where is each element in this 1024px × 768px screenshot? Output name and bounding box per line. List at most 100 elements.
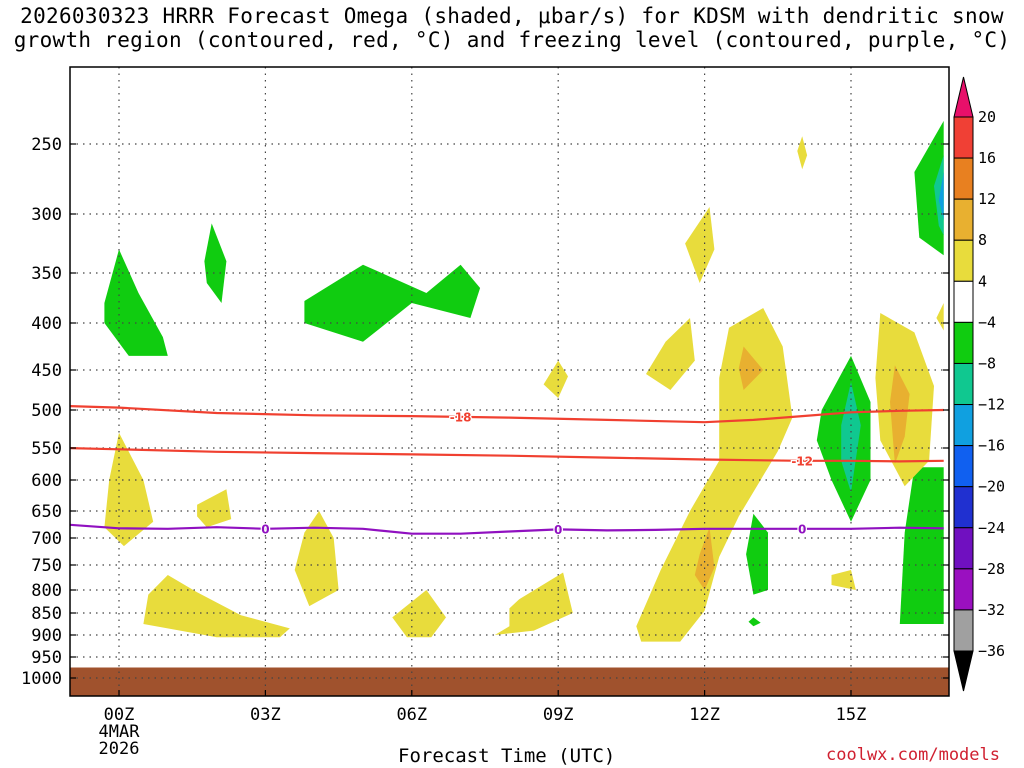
omega-region [143, 575, 290, 638]
dgz-bottom-label: -12 [791, 454, 813, 468]
y-tick-label: 300 [31, 205, 62, 225]
terrain-layer [70, 667, 949, 696]
freezing-level-label: 0 [261, 522, 269, 536]
contour-lines: -18 -12 0 0 0 [70, 405, 944, 538]
colorbar-label: −16 [978, 437, 1005, 455]
colorbar-swatch [953, 239, 974, 282]
grid-lines [70, 67, 949, 696]
x-tick-label: 12Z [689, 705, 720, 725]
terrain-fill [70, 667, 949, 696]
freezing-level-label: 0 [798, 522, 806, 536]
y-tick-label: 550 [31, 439, 62, 459]
omega-region [646, 318, 695, 390]
colorbar-swatch [953, 116, 974, 159]
omega-region [392, 590, 446, 638]
omega-region [104, 249, 168, 356]
omega-region [748, 617, 761, 627]
colorbar-label: 4 [978, 272, 987, 290]
omega-region [197, 489, 232, 528]
omega-region [304, 264, 481, 342]
x-tick-sublabel: 4MAR [99, 722, 141, 742]
omega-region [694, 527, 715, 590]
omega-region [938, 172, 944, 220]
y-tick-label: 1000 [21, 669, 62, 689]
omega-region [494, 572, 573, 635]
omega-region [934, 155, 944, 236]
freezing-level-label: 0 [554, 523, 562, 537]
dgz-top-label: -18 [450, 410, 472, 424]
y-tick-label: 850 [31, 604, 62, 624]
x-tick-label: 00Z [104, 705, 135, 725]
y-tick-label: 250 [31, 135, 62, 155]
x-tick-sublabel: 2026 [99, 739, 140, 759]
y-tick-label: 400 [31, 314, 62, 334]
y-tick-label: 800 [31, 581, 62, 601]
x-axis-title: Forecast Time (UTC) [398, 745, 616, 767]
omega-region [899, 467, 944, 624]
colorbar: 20 16 12 8 4 −4 −8 −12 −16 −20 −24 −28 −32 −36 [953, 76, 1005, 692]
colorbar-label: 20 [978, 108, 996, 126]
y-tick-label: 350 [31, 264, 62, 284]
y-tick-label: 950 [31, 648, 62, 668]
colorbar-swatch [953, 609, 974, 652]
omega-region [738, 346, 764, 390]
colorbar-label: −28 [978, 560, 1005, 578]
omega-region [543, 360, 568, 398]
freezing-level-line [70, 523, 944, 535]
omega-region [204, 223, 227, 303]
colorbar-label: −4 [978, 313, 996, 331]
credit-link[interactable]: coolwx.com/models [826, 745, 1000, 765]
colorbar-label: −12 [978, 396, 1005, 414]
colorbar-label: −20 [978, 478, 1005, 496]
omega-region [831, 570, 856, 590]
x-tick-label: 03Z [250, 705, 281, 725]
omega-region [746, 513, 768, 595]
dgz-top-line [70, 405, 944, 424]
omega-region [797, 136, 808, 170]
axes: 2503003504004505005506006507007508008509… [21, 66, 950, 759]
colorbar-swatch [953, 198, 974, 241]
colorbar-label: −24 [978, 519, 1005, 537]
y-tick-label: 750 [31, 556, 62, 576]
omega-region [636, 308, 793, 642]
colorbar-label: 16 [978, 149, 996, 167]
colorbar-arrow-bottom [953, 650, 974, 692]
colorbar-arrow-top [953, 76, 974, 118]
omega-region [841, 382, 861, 493]
colorbar-label: 8 [978, 231, 987, 249]
colorbar-label: −36 [978, 642, 1005, 660]
y-tick-label: 600 [31, 471, 62, 491]
omega-region [890, 365, 910, 464]
colorbar-swatch [953, 568, 974, 611]
colorbar-swatch [953, 527, 974, 570]
chart-title-line1: 2026030323 HRRR Forecast Omega (shaded, … [20, 4, 1004, 28]
colorbar-label: −32 [978, 601, 1005, 619]
omega-region [685, 207, 715, 283]
plot-frame [69, 66, 950, 697]
y-tick-label: 700 [31, 529, 62, 549]
omega-shading [104, 120, 944, 642]
y-tick-label: 500 [31, 401, 62, 421]
y-tick-label: 650 [31, 502, 62, 522]
x-tick-label: 09Z [543, 705, 574, 725]
colorbar-swatch [953, 404, 974, 447]
dgz-bottom-line [70, 447, 944, 463]
y-tick-label: 900 [31, 626, 62, 646]
x-tick-label: 06Z [396, 705, 427, 725]
chart-title-line2: growth region (contoured, red, °C) and f… [13, 28, 1011, 52]
colorbar-swatch [953, 280, 974, 323]
colorbar-swatch [953, 362, 974, 406]
y-tick-label: 450 [31, 361, 62, 381]
colorbar-swatch [953, 157, 974, 200]
omega-region [104, 432, 154, 547]
chart-title: 2026030323 HRRR Forecast Omega (shaded, … [0, 4, 1024, 52]
colorbar-swatch [953, 321, 974, 364]
x-tick-label: 15Z [836, 705, 867, 725]
colorbar-label: 12 [978, 190, 996, 208]
colorbar-swatch [953, 445, 974, 488]
omega-region [914, 120, 944, 256]
colorbar-swatch [953, 486, 974, 529]
omega-region [936, 303, 944, 331]
omega-region [294, 511, 339, 607]
